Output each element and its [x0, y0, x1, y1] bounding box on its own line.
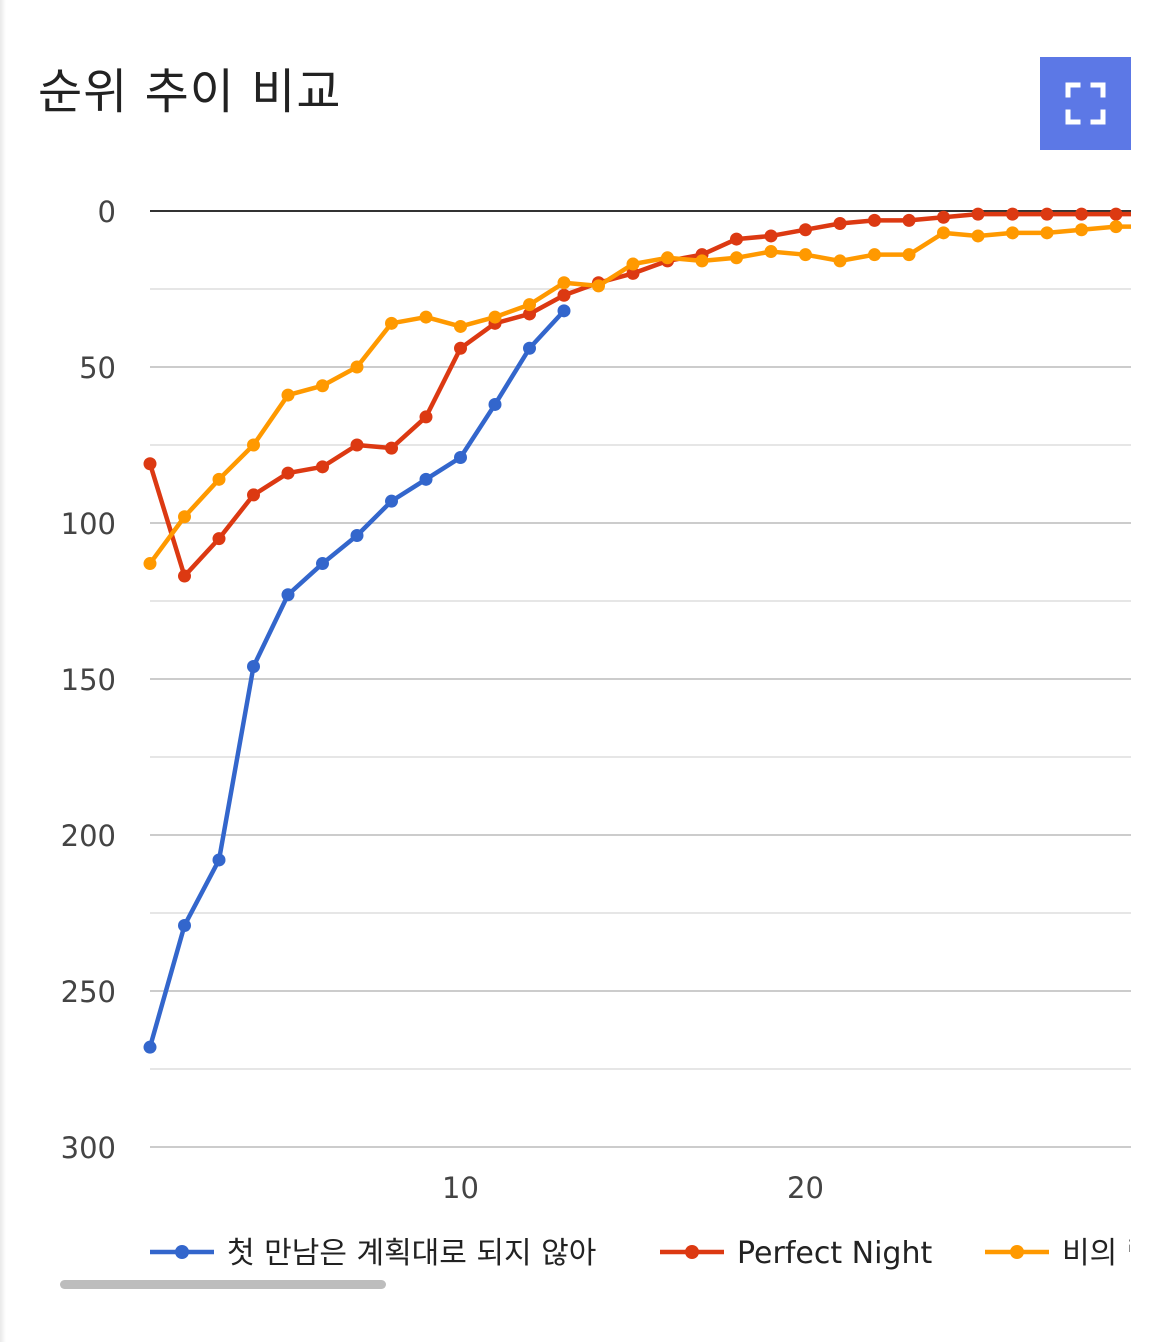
data-point: [937, 210, 950, 224]
x-tick-label: 20: [787, 1171, 824, 1205]
legend-swatch-dot: [175, 1245, 189, 1259]
fullscreen-button[interactable]: [1040, 57, 1131, 150]
data-point: [523, 307, 536, 321]
data-point: [557, 304, 571, 318]
data-point: [385, 316, 398, 330]
data-point: [316, 379, 329, 393]
data-point: [764, 229, 778, 243]
y-tick-label: 50: [79, 351, 116, 385]
series-layer: [143, 207, 1157, 1054]
data-point: [1040, 226, 1054, 240]
data-point: [212, 472, 226, 486]
data-point: [488, 310, 502, 324]
data-point: [281, 466, 295, 480]
data-point: [385, 441, 398, 455]
data-point: [1144, 220, 1157, 233]
data-point: [833, 216, 847, 230]
data-point: [626, 266, 640, 280]
data-point: [454, 341, 467, 355]
legend-label: 첫 만남은 계획대로 되지 않아: [227, 1236, 596, 1271]
data-point: [281, 588, 295, 602]
gridlines: [150, 288, 1131, 1148]
legend-swatch-dot: [1010, 1245, 1024, 1259]
fullscreen-icon: [1065, 82, 1106, 125]
data-point: [868, 248, 881, 262]
y-tick-label: 300: [61, 1131, 116, 1165]
data-point: [1109, 207, 1123, 221]
data-point: [143, 457, 157, 471]
legend-label: Perfect Night: [737, 1236, 932, 1271]
frame-edge: [0, 0, 6, 1342]
data-point: [833, 254, 847, 268]
data-point: [1040, 207, 1054, 221]
legend-swatch-dot: [685, 1245, 699, 1259]
data-point: [799, 223, 812, 237]
series-line-3: [147, 224, 1131, 566]
data-point: [247, 488, 260, 502]
data-point: [1109, 220, 1123, 234]
data-point: [523, 341, 536, 355]
data-point: [247, 660, 260, 674]
data-point: [764, 245, 778, 259]
data-point: [1075, 207, 1088, 221]
data-point: [557, 276, 571, 290]
data-point: [143, 557, 157, 571]
chart-title: 순위 추이 비교: [38, 64, 342, 120]
data-point: [281, 388, 295, 402]
y-tick-label: 100: [61, 507, 116, 541]
x-tick-label: 10: [442, 1171, 479, 1205]
data-point: [523, 298, 536, 312]
data-point: [1006, 226, 1019, 240]
data-point: [971, 207, 985, 221]
data-point: [419, 410, 433, 424]
data-point: [626, 257, 640, 271]
data-point: [661, 251, 674, 265]
y-tick-label: 200: [61, 819, 116, 853]
data-point: [1006, 207, 1019, 221]
axes: 0 50 100 150 200 250 300 10 20: [61, 195, 1131, 1205]
y-tick-label: 0: [98, 195, 116, 229]
horizontal-scrollbar[interactable]: [60, 1280, 386, 1289]
y-tick-label: 250: [61, 975, 116, 1009]
data-point: [730, 232, 743, 246]
y-tick-label: 150: [61, 663, 116, 697]
data-point: [350, 528, 364, 542]
data-point: [695, 254, 709, 268]
data-point: [902, 213, 916, 227]
data-point: [937, 226, 950, 240]
data-point: [454, 319, 467, 333]
legend-label: 비의 랩소디: [1062, 1236, 1170, 1271]
data-point: [350, 438, 364, 452]
data-point: [557, 288, 571, 302]
data-point: [143, 1040, 157, 1054]
legend: 첫 만남은 계획대로 되지 않아 Perfect Night 비의 랩소디: [150, 1236, 1170, 1271]
data-point: [592, 279, 605, 293]
data-point: [971, 229, 985, 243]
data-point: [178, 569, 191, 583]
data-point: [385, 494, 398, 508]
data-point: [902, 248, 916, 262]
data-point: [212, 532, 226, 546]
data-point: [1144, 208, 1157, 221]
data-point: [247, 438, 260, 452]
data-point: [419, 310, 433, 324]
data-point: [730, 251, 743, 265]
data-point: [868, 213, 881, 227]
data-point: [488, 397, 502, 411]
data-point: [799, 248, 812, 262]
data-point: [178, 510, 191, 524]
data-point: [1075, 223, 1088, 237]
data-point: [316, 557, 329, 571]
data-point: [212, 853, 226, 867]
data-point: [178, 918, 191, 932]
data-point: [350, 360, 364, 374]
data-point: [454, 450, 467, 464]
data-point: [316, 460, 329, 474]
data-point: [419, 472, 433, 486]
series-line-2: [147, 211, 1131, 579]
